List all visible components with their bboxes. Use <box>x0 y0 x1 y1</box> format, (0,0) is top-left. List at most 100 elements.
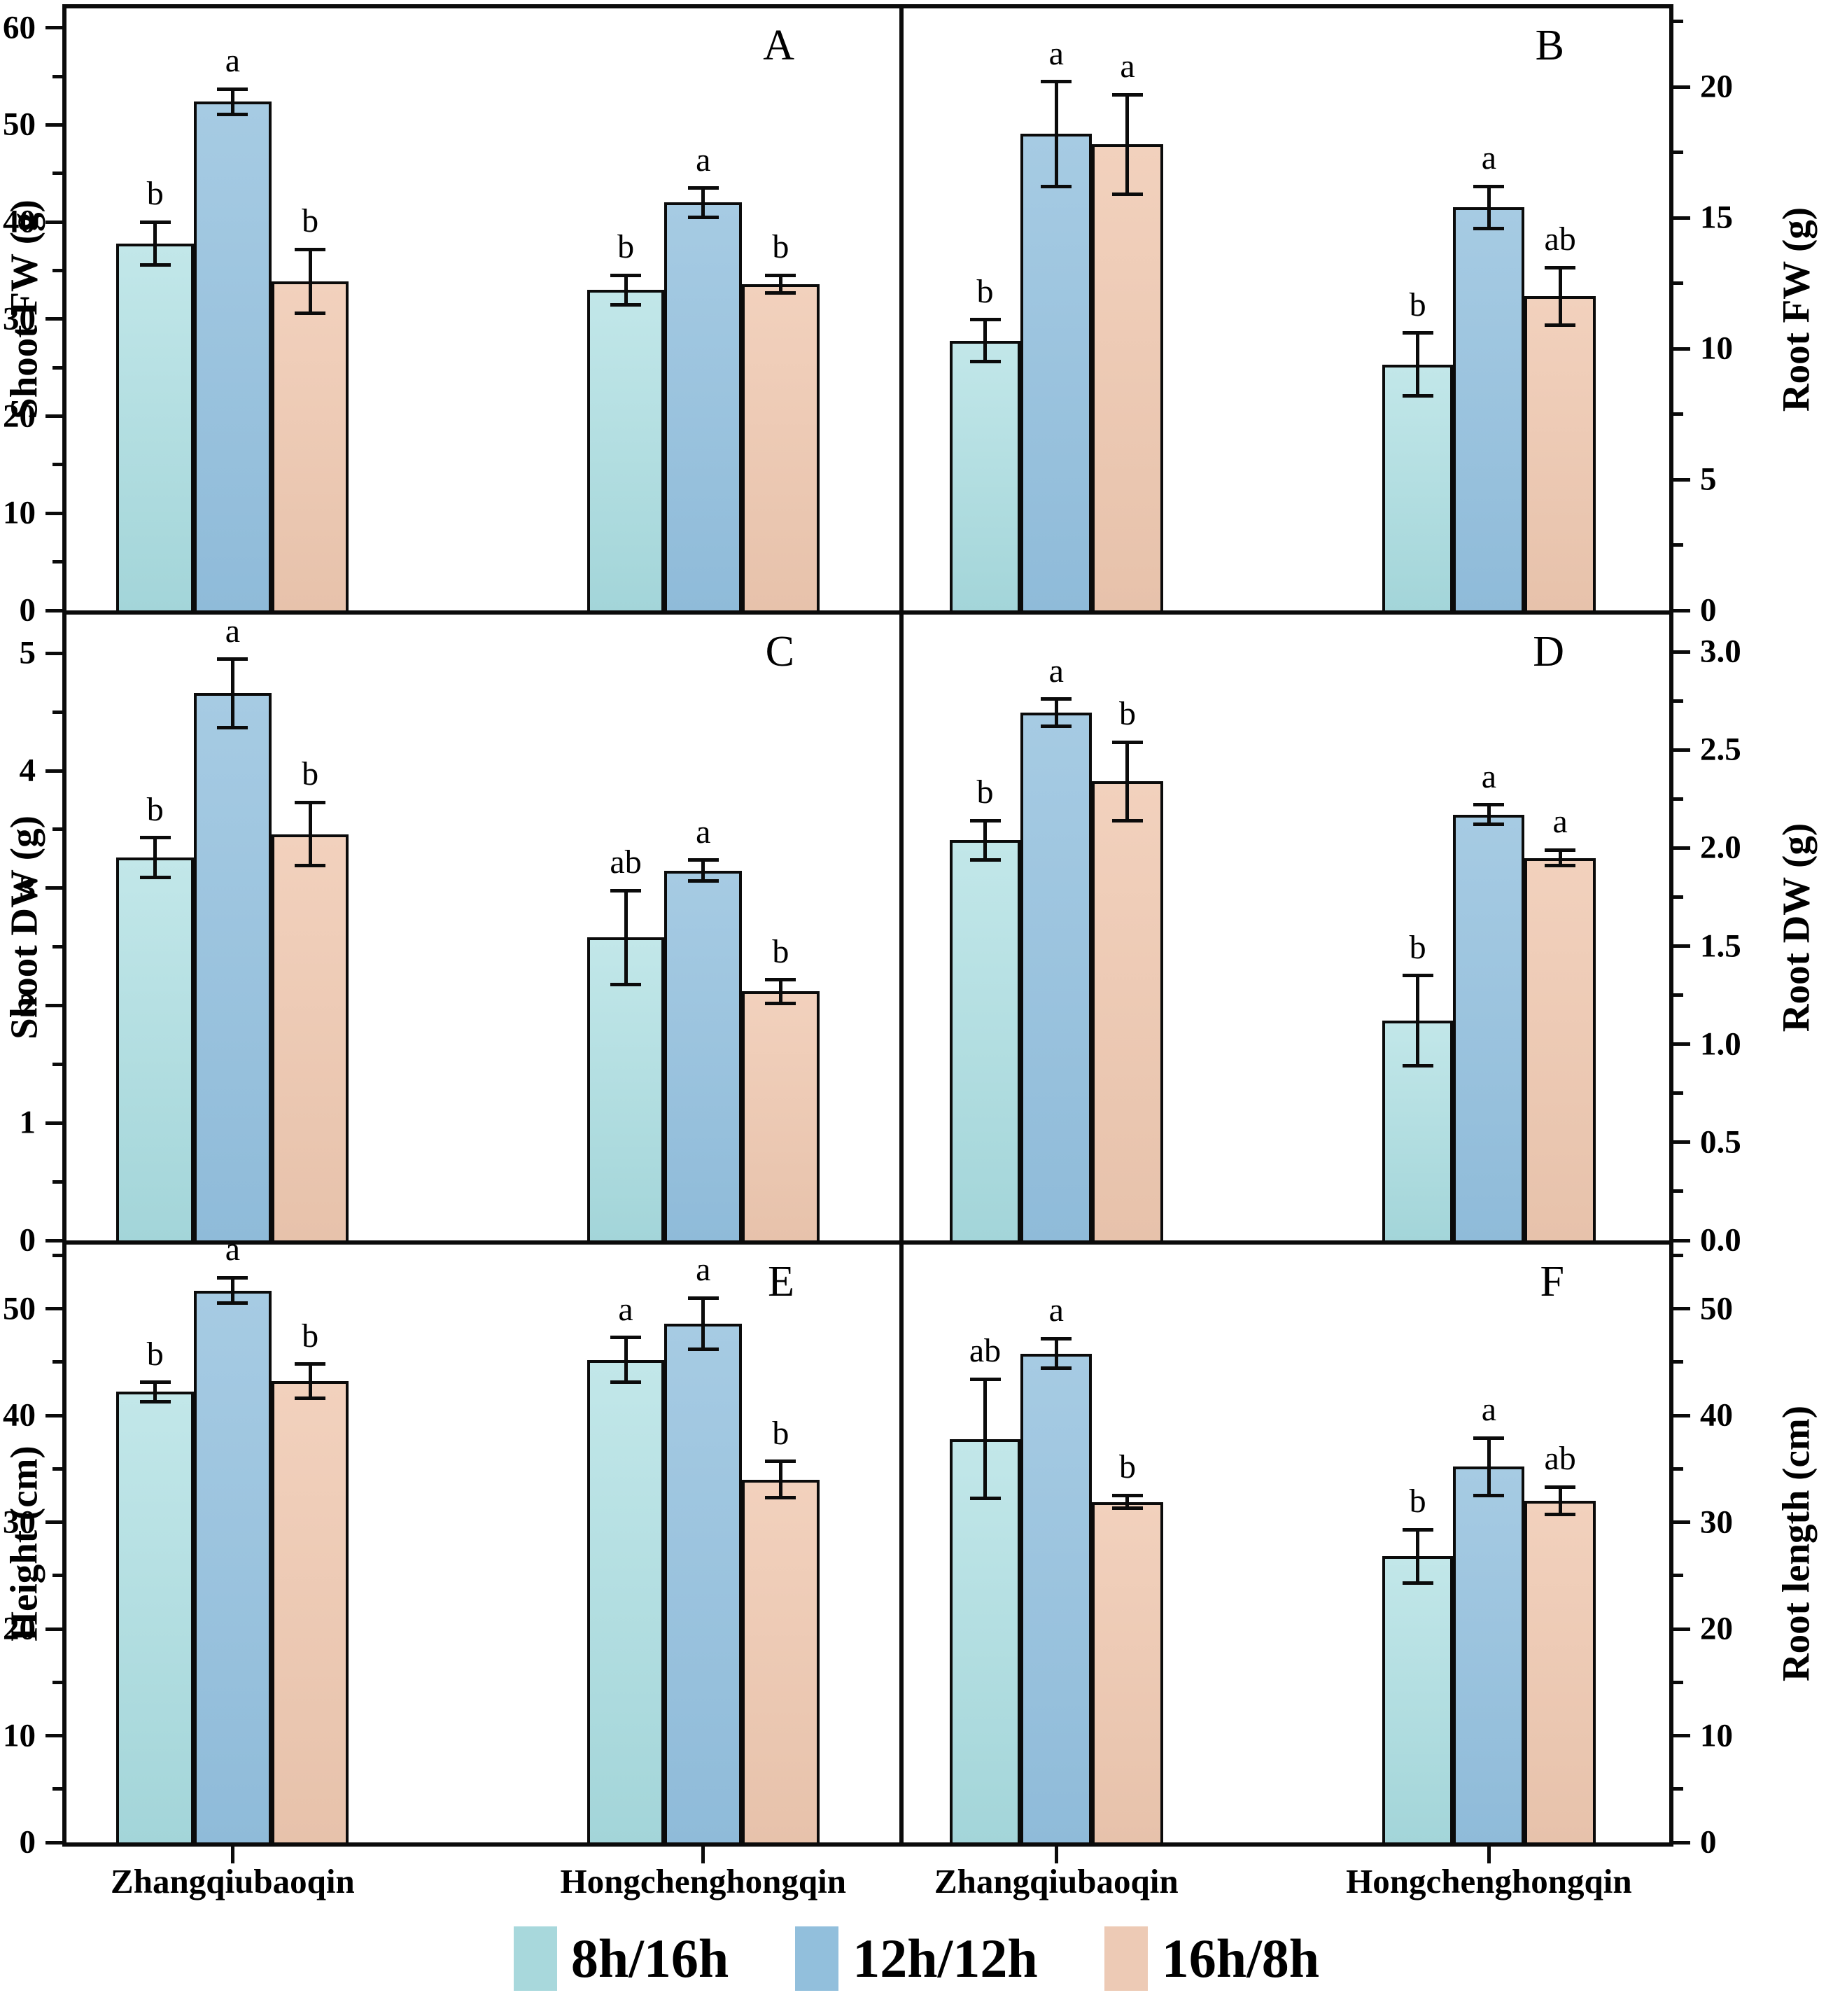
y-axis-tick-label: 40 <box>1700 1396 1733 1434</box>
error-cap <box>1041 697 1072 701</box>
error-cap <box>1545 848 1576 852</box>
y-axis-major-tick <box>45 1004 62 1008</box>
y-axis-title-c: Shoot DW (g) <box>2 816 45 1040</box>
sig-letter-bar-12h12h-zhangqiubaoqin-b: a <box>1048 34 1064 72</box>
y-axis-minor-tick <box>52 1253 62 1257</box>
error-cap <box>610 302 642 307</box>
error-bar-bar-8h16h-hongchenghongqin-f <box>1416 1530 1420 1583</box>
sig-letter-bar-12h12h-zhangqiubaoqin-a: a <box>225 42 241 80</box>
error-bar-bar-8h16h-zhangqiubaoqin-d <box>983 820 987 860</box>
sig-letter-bar-8h16h-hongchenghongqin-d: b <box>1409 928 1426 966</box>
error-bar-bar-12h12h-hongchenghongqin-f <box>1487 1438 1491 1496</box>
y-axis-minor-tick <box>52 827 62 832</box>
panel-letter-f: F <box>1540 1258 1564 1306</box>
error-cap <box>1111 1506 1143 1511</box>
y-axis-minor-tick <box>1673 1574 1683 1578</box>
panel-c: C 0 1 2 3 4 5 b a b ab a b <box>20 612 899 1256</box>
sig-letter-bar-12h12h-hongchenghongqin-f: a <box>1481 1391 1497 1429</box>
bar-16h8h-hongchenghongqin-f <box>1524 1501 1596 1842</box>
error-bar-bar-16h8h-zhangqiubaoqin-b <box>1125 94 1130 195</box>
error-cap <box>217 1301 248 1306</box>
error-cap <box>139 220 171 224</box>
error-bar-bar-16h8h-zhangqiubaoqin-c <box>308 802 312 866</box>
y-axis-tick-label: 2 <box>19 987 36 1024</box>
sig-letter-bar-8h16h-zhangqiubaoqin-b: b <box>976 272 994 310</box>
error-cap <box>295 1396 326 1401</box>
error-bar-bar-8h16h-hongchenghongqin-b <box>1416 332 1420 396</box>
sig-letter-bar-12h12h-zhangqiubaoqin-c: a <box>225 612 241 650</box>
y-axis-tick-label: 1.0 <box>1700 1026 1741 1063</box>
sig-letter-bar-16h8h-hongchenghongqin-c: b <box>772 932 789 970</box>
sig-letter-bar-16h8h-hongchenghongqin-b: ab <box>1544 220 1576 258</box>
error-cap <box>1111 818 1143 822</box>
y-axis-major-tick <box>45 26 62 30</box>
sig-letter-bar-12h12h-hongchenghongqin-a: a <box>696 141 711 178</box>
y-axis-major-tick <box>1673 846 1690 850</box>
error-cap <box>217 1275 248 1280</box>
error-cap <box>765 978 796 982</box>
error-cap <box>1402 974 1433 978</box>
error-bar-bar-8h16h-hongchenghongqin-a <box>624 275 628 305</box>
bar-16h8h-hongchenghongqin-d <box>1524 858 1596 1240</box>
error-cap <box>1041 724 1072 729</box>
y-axis-major-tick <box>1673 1840 1690 1844</box>
y-axis-minor-tick <box>52 945 62 949</box>
error-bar-bar-12h12h-hongchenghongqin-e <box>701 1298 705 1350</box>
sig-letter-bar-16h8h-hongchenghongqin-d: a <box>1552 803 1568 841</box>
error-bar-bar-12h12h-hongchenghongqin-b <box>1487 186 1491 229</box>
sig-letter-bar-16h8h-zhangqiubaoqin-d: b <box>1118 695 1136 733</box>
bar-8h16h-hongchenghongqin-e <box>587 1359 665 1842</box>
y-axis-tick-label: 0 <box>19 1222 36 1259</box>
y-axis-minor-tick <box>1673 993 1683 997</box>
y-axis-tick-label: 40 <box>3 1396 36 1434</box>
error-bar-bar-8h16h-zhangqiubaoqin-f <box>983 1379 987 1499</box>
error-bar-bar-12h12h-zhangqiubaoqin-e <box>230 1278 234 1303</box>
error-cap <box>1402 1581 1433 1585</box>
legend-swatch-12h12h <box>795 1926 839 1991</box>
y-axis-title-e: Height (cm) <box>2 1446 45 1642</box>
error-cap <box>1402 1064 1433 1068</box>
y-axis-tick-label: 0 <box>19 592 36 629</box>
error-cap <box>765 1001 796 1005</box>
x-axis-tick <box>230 1847 234 1863</box>
sig-letter-bar-12h12h-zhangqiubaoqin-d: a <box>1048 652 1064 690</box>
y-axis-major-tick <box>45 651 62 655</box>
error-cap <box>687 858 719 862</box>
panel-d: D 0.0 0.5 1.0 1.5 2.0 2.5 3.0 b a b b a a <box>904 615 1741 1256</box>
error-cap <box>969 318 1001 322</box>
sig-letter-bar-16h8h-hongchenghongqin-a: b <box>772 228 789 266</box>
y-axis-major-tick <box>1673 1413 1690 1418</box>
y-axis-tick-label: 30 <box>1700 1504 1733 1540</box>
sig-letter-bar-12h12h-zhangqiubaoqin-f: a <box>1048 1292 1064 1329</box>
y-axis-major-tick <box>45 886 62 890</box>
error-cap <box>295 247 326 251</box>
error-cap <box>1545 864 1576 868</box>
sig-letter-bar-16h8h-zhangqiubaoqin-c: b <box>302 755 319 793</box>
bar-12h12h-zhangqiubaoqin-b <box>1020 134 1093 610</box>
legend: 8h/16h 12h/12h 16h/8h <box>0 1926 1833 1991</box>
error-bar-bar-8h16h-zhangqiubaoqin-b <box>983 319 987 362</box>
error-bar-bar-8h16h-hongchenghongqin-d <box>1416 975 1420 1066</box>
y-axis-minor-tick <box>1673 1680 1683 1684</box>
y-axis-title-b: Root FW (g) <box>1774 206 1818 412</box>
error-bar-bar-12h12h-zhangqiubaoqin-d <box>1054 699 1058 727</box>
error-cap <box>217 87 248 91</box>
panel-letter-d: D <box>1533 628 1564 676</box>
error-cap <box>687 1296 719 1300</box>
y-axis-minor-tick <box>52 710 62 714</box>
y-axis-minor-tick <box>1673 1466 1683 1471</box>
bar-8h16h-zhangqiubaoqin-e <box>116 1392 195 1842</box>
sig-letter-bar-8h16h-hongchenghongqin-c: ab <box>610 844 642 881</box>
y-axis-major-tick <box>1673 1140 1690 1144</box>
y-axis-title-f: Root length (cm) <box>1774 1405 1818 1682</box>
bar-12h12h-hongchenghongqin-d <box>1453 814 1525 1240</box>
bar-16h8h-zhangqiubaoqin-b <box>1092 144 1163 610</box>
y-axis-major-tick <box>45 414 62 419</box>
bar-12h12h-hongchenghongqin-f <box>1453 1466 1525 1842</box>
y-axis-major-tick <box>45 1627 62 1631</box>
y-axis-major-tick <box>45 1520 62 1524</box>
y-axis-tick-label: 40 <box>3 203 36 240</box>
y-axis-major-tick <box>45 1840 62 1844</box>
y-axis-minor-tick <box>52 74 62 78</box>
bar-16h8h-hongchenghongqin-b <box>1524 296 1596 610</box>
